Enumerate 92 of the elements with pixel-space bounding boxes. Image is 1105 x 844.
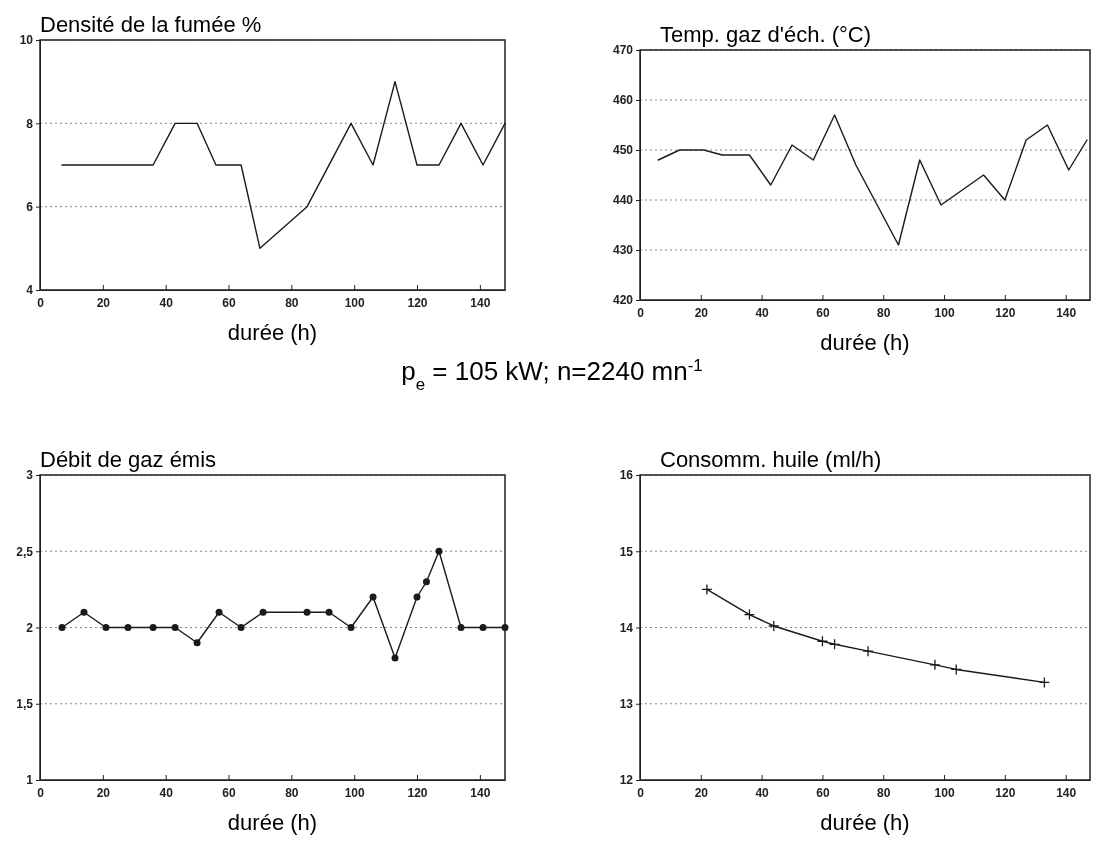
line-series xyxy=(657,114,1088,246)
x-axis-title: durée (h) xyxy=(820,810,910,835)
point xyxy=(422,578,430,586)
point xyxy=(701,583,713,596)
x-tick-label: 20 xyxy=(96,785,111,800)
x-tick-label: 20 xyxy=(96,295,111,310)
y-tick-label: 13 xyxy=(619,697,634,712)
y-tick-label: 430 xyxy=(612,243,634,258)
x-tick-label: 140 xyxy=(1056,785,1077,800)
point xyxy=(768,620,780,632)
point xyxy=(1038,676,1051,689)
point xyxy=(303,608,311,616)
x-tick-label: 40 xyxy=(755,785,770,800)
x-tick-label: 120 xyxy=(407,295,428,310)
y-tick-label: 4 xyxy=(26,283,34,298)
point xyxy=(369,593,377,601)
x-tick-label: 140 xyxy=(1056,305,1077,320)
x-tick-label: 60 xyxy=(222,785,237,800)
point xyxy=(479,624,487,631)
x-tick-label: 80 xyxy=(877,305,891,320)
point xyxy=(501,624,509,631)
point xyxy=(929,659,941,671)
point xyxy=(828,638,841,650)
point xyxy=(193,639,201,647)
x-tick-label: 0 xyxy=(37,295,45,310)
x-tick-label: 100 xyxy=(934,305,955,320)
y-tick-label: 2 xyxy=(26,620,34,635)
y-tick-label: 460 xyxy=(612,93,634,108)
x-tick-label: 40 xyxy=(159,785,174,800)
point xyxy=(237,624,245,631)
x-tick-label: 140 xyxy=(470,785,491,800)
point xyxy=(413,593,421,601)
x-tick-label: 20 xyxy=(694,785,709,800)
point xyxy=(124,624,132,631)
y-tick-label: 3 xyxy=(26,468,34,483)
x-tick-label: 0 xyxy=(37,785,45,800)
x-axis-title: durée (h) xyxy=(227,810,318,835)
point xyxy=(149,624,157,631)
x-tick-label: 100 xyxy=(344,295,366,310)
x-tick-label: 100 xyxy=(344,785,366,800)
chart-title: Temp. gaz d'éch. (°C) xyxy=(660,22,872,47)
point xyxy=(435,547,443,555)
chart-title: Consomm. huile (ml/h) xyxy=(660,447,882,472)
y-tick-label: 2,5 xyxy=(16,544,34,559)
point xyxy=(391,654,399,662)
point xyxy=(80,608,88,616)
point xyxy=(259,608,267,616)
chart-title: Densité de la fumée % xyxy=(40,12,262,37)
x-tick-label: 80 xyxy=(285,295,299,310)
point xyxy=(171,624,179,631)
y-tick-label: 1,5 xyxy=(16,697,34,712)
point xyxy=(862,645,874,657)
x-tick-label: 0 xyxy=(637,785,645,800)
x-tick-label: 120 xyxy=(407,785,428,800)
y-tick-label: 450 xyxy=(612,143,634,158)
point xyxy=(816,635,829,647)
x-tick-label: 60 xyxy=(816,785,830,800)
point xyxy=(950,663,962,676)
text: p$_{e}$ = 105 kW; n=2240 mn$^{-1}$ xyxy=(401,355,703,394)
x-tick-label: 60 xyxy=(816,305,830,320)
point xyxy=(347,624,355,631)
y-tick-label: 14 xyxy=(619,620,634,635)
x-axis-title: durée (h) xyxy=(820,330,910,355)
point xyxy=(743,608,756,621)
x-tick-label: 60 xyxy=(222,295,237,310)
chart-title: Débit de gaz émis xyxy=(40,447,217,472)
y-tick-label: 470 xyxy=(612,43,634,58)
y-tick-label: 8 xyxy=(26,116,34,131)
y-tick-label: 16 xyxy=(619,468,634,483)
y-tick-label: 6 xyxy=(26,200,34,215)
x-tick-label: 120 xyxy=(995,785,1016,800)
point xyxy=(325,608,333,616)
y-tick-label: 12 xyxy=(619,773,634,788)
point xyxy=(457,624,465,631)
y-tick-label: 15 xyxy=(619,544,634,559)
y-tick-label: 440 xyxy=(612,193,634,208)
x-tick-label: 80 xyxy=(877,785,891,800)
point xyxy=(215,608,223,616)
x-tick-label: 140 xyxy=(470,295,491,310)
point xyxy=(58,624,66,631)
x-axis-title: durée (h) xyxy=(227,320,318,345)
y-tick-label: 420 xyxy=(612,293,634,308)
y-tick-label: 1 xyxy=(26,773,34,788)
y-tick-label: 10 xyxy=(19,33,34,48)
x-tick-label: 0 xyxy=(637,305,645,320)
point xyxy=(102,624,110,631)
x-tick-label: 120 xyxy=(995,305,1016,320)
x-tick-label: 20 xyxy=(694,305,709,320)
x-tick-label: 40 xyxy=(755,305,770,320)
x-tick-label: 100 xyxy=(934,785,955,800)
x-tick-label: 40 xyxy=(159,295,174,310)
x-tick-label: 80 xyxy=(285,785,299,800)
